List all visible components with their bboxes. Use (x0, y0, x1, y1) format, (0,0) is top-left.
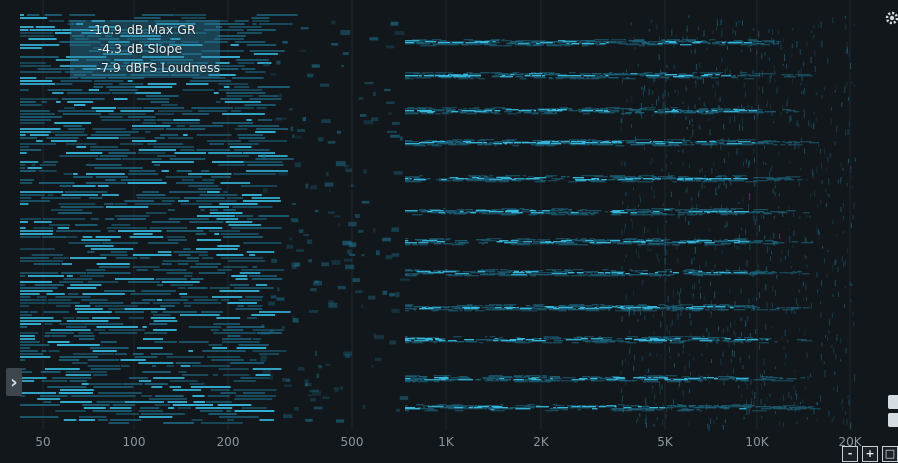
stat-max-gr: -10.9 dB Max GR (42, 22, 220, 41)
stats-readout: -10.9 dB Max GR -4.3 dB Slope -7.9 dBFS … (42, 22, 220, 79)
side-zoom-out-tab[interactable] (888, 395, 898, 409)
zoom-controls: - + □ (842, 446, 898, 462)
freq-tick-5k: 5K (657, 435, 673, 449)
stats-highlight (70, 20, 220, 78)
stat-loudness: -7.9 dBFS Loudness (42, 60, 220, 79)
freq-tick-10k: 10K (745, 435, 769, 449)
gear-icon[interactable] (884, 10, 898, 26)
chevron-right-icon: › (10, 371, 18, 393)
zoom-fit-button[interactable]: □ (882, 446, 898, 462)
freq-tick-200: 200 (216, 435, 240, 449)
frequency-axis: 50 100 200 500 1K 2K 5K 10K 20K (0, 435, 898, 455)
expand-panel-button[interactable]: › (6, 368, 22, 396)
zoom-in-button[interactable]: + (862, 446, 878, 462)
stat-max-gr-label: dB Max GR (127, 22, 196, 37)
stat-slope-value: -4.3 (97, 41, 122, 56)
stat-loudness-value: -7.9 (96, 60, 121, 75)
stat-loudness-label: dBFS Loudness (125, 60, 220, 75)
stat-max-gr-value: -10.9 (89, 22, 122, 37)
freq-tick-2k: 2K (533, 435, 549, 449)
stat-slope-label: dB Slope (127, 41, 183, 56)
stat-slope: -4.3 dB Slope (42, 41, 220, 60)
freq-tick-500: 500 (340, 435, 364, 449)
freq-tick-100: 100 (122, 435, 146, 449)
freq-tick-20k: 20K (838, 435, 862, 449)
freq-tick-1k: 1K (438, 435, 454, 449)
zoom-out-button[interactable]: - (842, 446, 858, 462)
side-zoom-in-tab[interactable] (888, 413, 898, 427)
side-zoom-controls (888, 395, 898, 431)
freq-tick-50: 50 (35, 435, 51, 449)
